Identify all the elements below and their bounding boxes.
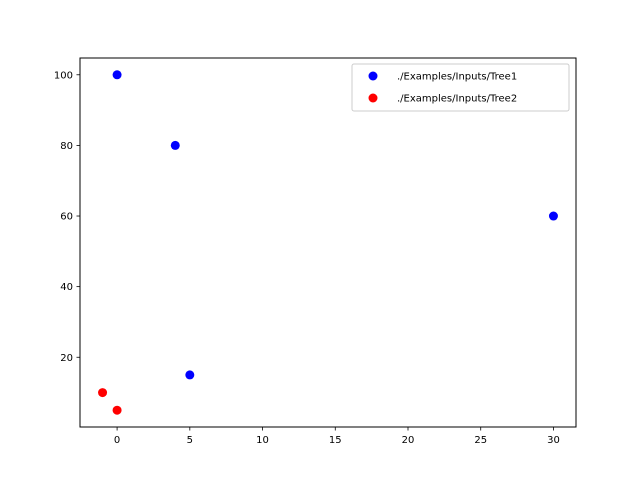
data-point-series-1 bbox=[112, 70, 122, 80]
x-tick-label: 15 bbox=[329, 435, 342, 446]
y-axis-ticks: 20 40 60 80 100 bbox=[54, 70, 80, 364]
legend-box bbox=[351, 63, 570, 112]
data-point-series-1 bbox=[185, 370, 195, 380]
legend-label: ./Examples/Inputs/Tree2 bbox=[397, 94, 517, 105]
legend-label: ./Examples/Inputs/Tree1 bbox=[397, 72, 517, 83]
x-tick-label: 10 bbox=[256, 435, 269, 446]
axes-frame bbox=[79, 57, 577, 428]
legend-marker bbox=[368, 71, 378, 81]
x-tick-label: 30 bbox=[547, 435, 560, 446]
y-tick-label: 40 bbox=[60, 282, 73, 293]
legend-marker bbox=[368, 93, 378, 103]
legend: ./Examples/Inputs/Tree1 ./Examples/Inputs… bbox=[351, 63, 570, 112]
y-tick-label: 20 bbox=[60, 353, 73, 364]
data-point-series-2 bbox=[98, 388, 108, 398]
x-tick-label: 20 bbox=[402, 435, 415, 446]
x-tick-label: 25 bbox=[474, 435, 487, 446]
x-tick-label: 5 bbox=[187, 435, 193, 446]
y-tick-label: 60 bbox=[60, 212, 73, 223]
x-axis-ticks: 0 5 10 15 20 25 30 bbox=[114, 427, 560, 446]
data-point-series-1 bbox=[548, 211, 558, 221]
y-tick-label: 80 bbox=[60, 141, 73, 152]
data-point-series-2 bbox=[112, 405, 122, 415]
y-tick-label: 100 bbox=[54, 70, 73, 81]
x-tick-label: 0 bbox=[114, 435, 120, 446]
data-points bbox=[98, 70, 558, 415]
plot-area bbox=[80, 58, 576, 427]
data-point-series-1 bbox=[170, 140, 180, 150]
